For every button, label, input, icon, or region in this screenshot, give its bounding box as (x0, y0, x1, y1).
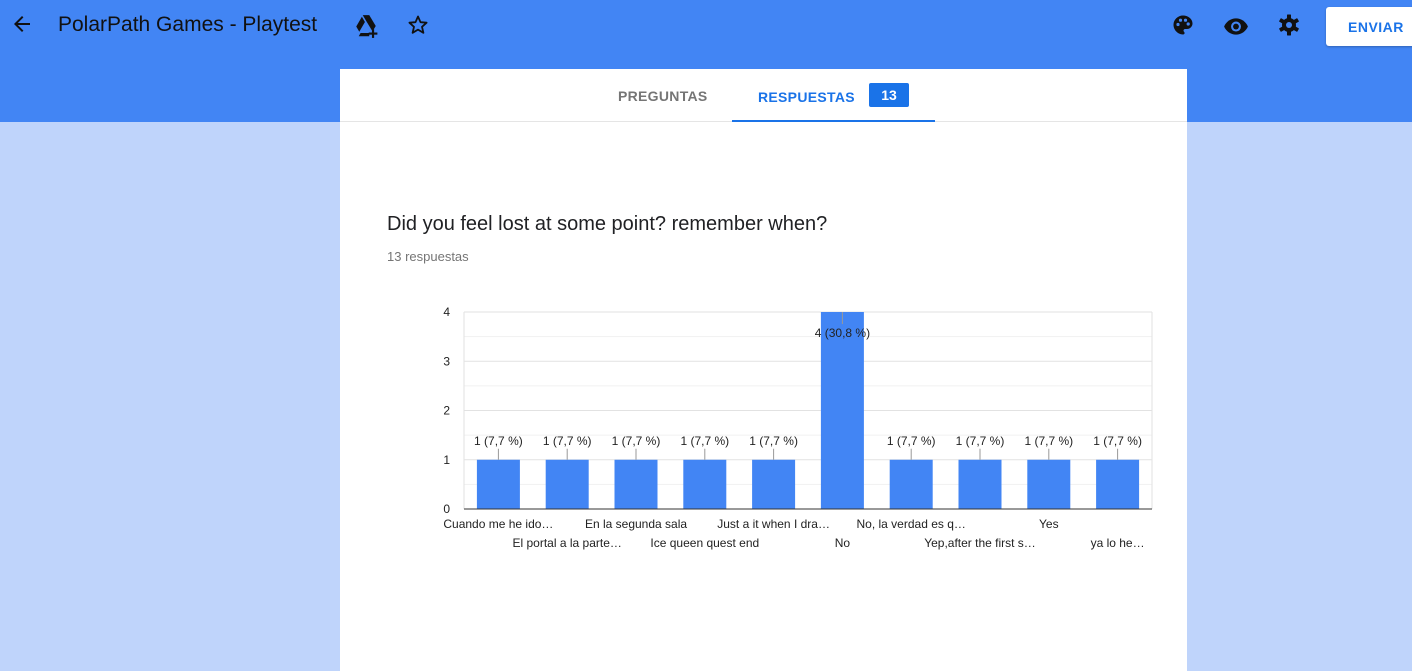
settings-button[interactable] (1275, 11, 1303, 39)
data-label: 1 (7,7 %) (749, 434, 798, 448)
responses-card: PREGUNTAS RESPUESTAS 13 Did you feel los… (340, 69, 1187, 671)
chart-bar (958, 459, 1002, 509)
x-category-label: No, la verdad es q… (857, 517, 966, 531)
drive-add-icon (356, 15, 378, 38)
star-icon (408, 15, 428, 34)
move-to-drive-button[interactable] (352, 12, 380, 40)
data-label: 1 (7,7 %) (887, 434, 936, 448)
responses-count-badge: 13 (869, 83, 909, 107)
chart-bar (1027, 459, 1071, 509)
back-button[interactable] (8, 10, 36, 38)
response-count-text: 13 respuestas (387, 249, 469, 264)
tab-bar: PREGUNTAS RESPUESTAS 13 (340, 69, 1187, 122)
x-category-label: Ice queen quest end (650, 536, 759, 550)
preview-button[interactable] (1222, 12, 1250, 40)
data-label: 1 (7,7 %) (956, 434, 1005, 448)
theme-button[interactable] (1169, 11, 1197, 39)
chart-bar (1096, 459, 1140, 509)
data-label: 1 (7,7 %) (1024, 434, 1073, 448)
gear-icon (1279, 14, 1299, 36)
tab-questions[interactable]: PREGUNTAS (618, 69, 708, 121)
chart-bar (683, 459, 727, 509)
chart-bar (614, 459, 658, 509)
tab-questions-label: PREGUNTAS (618, 88, 708, 104)
chart-bar (476, 459, 520, 509)
star-button[interactable] (404, 11, 432, 39)
y-tick-label: 3 (443, 354, 450, 368)
send-button[interactable]: ENVIAR (1326, 7, 1412, 46)
x-category-label: Cuando me he ido… (443, 517, 553, 531)
y-tick-label: 2 (443, 404, 450, 418)
chart-bar (820, 312, 864, 509)
chart-bar (889, 459, 933, 509)
palette-icon (1173, 15, 1193, 35)
data-label: 1 (7,7 %) (543, 434, 592, 448)
back-arrow-icon (14, 16, 30, 32)
tab-responses[interactable]: RESPUESTAS 13 (732, 69, 935, 122)
x-category-label: En la segunda sala (585, 517, 687, 531)
data-label: 4 (30,8 %) (815, 326, 870, 340)
tab-responses-label: RESPUESTAS (758, 89, 855, 105)
responses-bar-chart: 0 1 2 3 4 1 (7,7 %) Cuando me he ido… 1 (7,7 %)… (443, 305, 1153, 550)
form-title: PolarPath Games - Playtest (58, 13, 318, 36)
x-category-label: ya lo he… (1091, 536, 1145, 550)
x-category-label: Just a it when I dra… (717, 517, 830, 531)
active-tab-indicator (732, 120, 935, 122)
question-title: Did you feel lost at some point? remembe… (387, 213, 828, 235)
x-category-label: No (835, 536, 851, 550)
data-label: 1 (7,7 %) (612, 434, 661, 448)
chart-bar (545, 459, 589, 509)
y-tick-label: 4 (443, 305, 450, 319)
x-category-label: Yep,after the first s… (924, 536, 1036, 550)
data-label: 1 (7,7 %) (474, 434, 523, 448)
x-category-label: El portal a la parte… (513, 536, 622, 550)
y-tick-label: 0 (443, 502, 450, 516)
chart-bar (752, 459, 796, 509)
eye-icon (1224, 18, 1248, 35)
y-tick-label: 1 (443, 453, 450, 467)
data-label: 1 (7,7 %) (1093, 434, 1142, 448)
data-label: 1 (7,7 %) (680, 434, 729, 448)
x-category-label: Yes (1039, 517, 1059, 531)
